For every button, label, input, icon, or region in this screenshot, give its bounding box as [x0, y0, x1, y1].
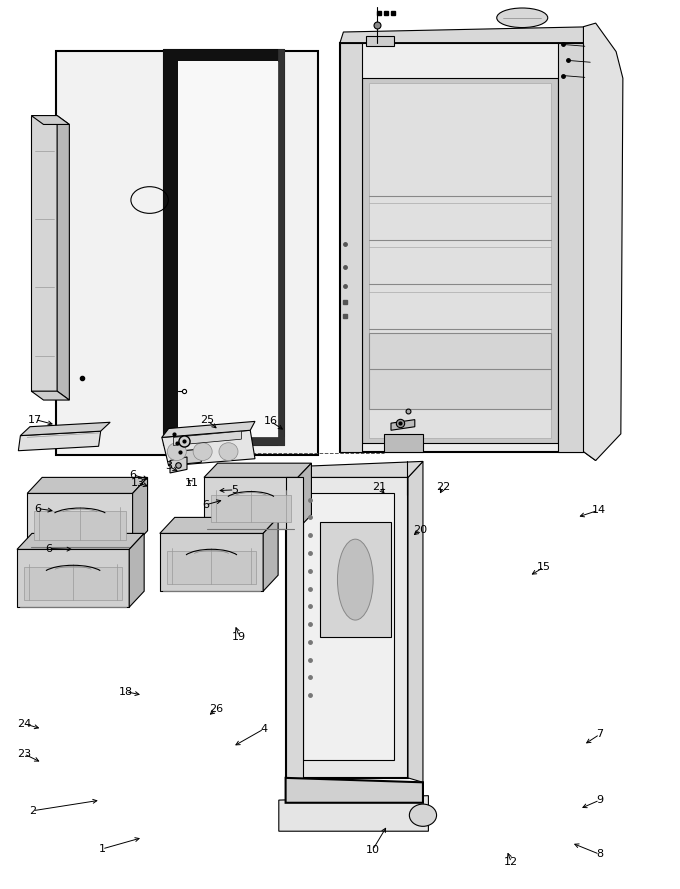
Polygon shape [286, 477, 303, 778]
Polygon shape [31, 116, 57, 391]
Polygon shape [56, 51, 318, 455]
Ellipse shape [219, 443, 238, 461]
Polygon shape [160, 533, 263, 591]
Polygon shape [340, 27, 596, 43]
Ellipse shape [337, 540, 373, 621]
Ellipse shape [167, 443, 186, 461]
Text: 21: 21 [373, 482, 386, 493]
Text: 14: 14 [592, 505, 605, 516]
Text: 8: 8 [596, 849, 603, 860]
Text: 23: 23 [17, 749, 31, 759]
Text: 24: 24 [17, 718, 31, 729]
Polygon shape [369, 333, 551, 409]
Polygon shape [366, 36, 394, 46]
Polygon shape [57, 116, 69, 400]
Polygon shape [391, 420, 415, 430]
Text: 22: 22 [437, 482, 450, 493]
Polygon shape [369, 83, 551, 438]
Polygon shape [160, 517, 278, 533]
Polygon shape [163, 49, 178, 444]
Polygon shape [34, 511, 126, 540]
Ellipse shape [409, 805, 437, 827]
Text: 1: 1 [99, 844, 105, 854]
Polygon shape [408, 461, 423, 782]
Text: 12: 12 [505, 857, 518, 868]
Polygon shape [286, 778, 423, 803]
Text: 6: 6 [34, 503, 41, 514]
Polygon shape [279, 796, 428, 831]
Polygon shape [211, 495, 291, 522]
Polygon shape [278, 49, 284, 444]
Polygon shape [362, 78, 558, 443]
Text: 11: 11 [185, 477, 199, 488]
Text: 10: 10 [366, 845, 379, 855]
Polygon shape [583, 23, 623, 461]
Text: 13: 13 [131, 477, 144, 488]
Polygon shape [31, 391, 69, 400]
Polygon shape [298, 463, 311, 529]
Polygon shape [162, 421, 255, 437]
Polygon shape [289, 461, 423, 477]
Polygon shape [133, 477, 148, 547]
Polygon shape [263, 517, 278, 591]
Text: 19: 19 [233, 631, 246, 642]
Polygon shape [31, 116, 69, 124]
Polygon shape [340, 43, 583, 452]
Polygon shape [163, 436, 284, 444]
Text: 17: 17 [29, 414, 42, 425]
Text: 18: 18 [119, 686, 133, 697]
Polygon shape [163, 49, 284, 60]
Text: 6: 6 [202, 500, 209, 510]
Polygon shape [286, 477, 408, 778]
Polygon shape [163, 49, 284, 444]
Ellipse shape [496, 8, 548, 28]
Polygon shape [18, 431, 101, 451]
Text: 5: 5 [231, 485, 238, 495]
Text: 25: 25 [201, 415, 214, 426]
Text: 2: 2 [29, 805, 36, 816]
Polygon shape [167, 551, 256, 584]
Polygon shape [583, 27, 596, 461]
Polygon shape [162, 430, 255, 466]
Text: 6: 6 [129, 469, 136, 480]
Text: 26: 26 [209, 704, 223, 715]
Polygon shape [17, 533, 144, 549]
Polygon shape [340, 43, 362, 452]
Polygon shape [27, 493, 133, 547]
Text: 3: 3 [165, 461, 172, 471]
Ellipse shape [193, 443, 212, 461]
Text: 16: 16 [264, 416, 277, 427]
Polygon shape [303, 493, 394, 760]
Polygon shape [17, 549, 129, 607]
Polygon shape [173, 431, 241, 445]
Polygon shape [384, 434, 423, 452]
Text: 20: 20 [413, 525, 427, 535]
Polygon shape [204, 463, 311, 477]
Text: 7: 7 [596, 729, 603, 740]
Polygon shape [129, 533, 144, 607]
Text: 15: 15 [537, 562, 551, 573]
Text: 6: 6 [46, 543, 52, 554]
Text: 4: 4 [260, 724, 267, 734]
Polygon shape [24, 567, 122, 600]
Polygon shape [320, 522, 391, 637]
Polygon shape [20, 422, 110, 436]
Polygon shape [178, 60, 278, 436]
Polygon shape [558, 43, 583, 452]
Polygon shape [204, 477, 298, 529]
Polygon shape [170, 457, 187, 473]
Polygon shape [27, 477, 148, 493]
Polygon shape [174, 449, 201, 465]
Text: 9: 9 [596, 795, 603, 805]
